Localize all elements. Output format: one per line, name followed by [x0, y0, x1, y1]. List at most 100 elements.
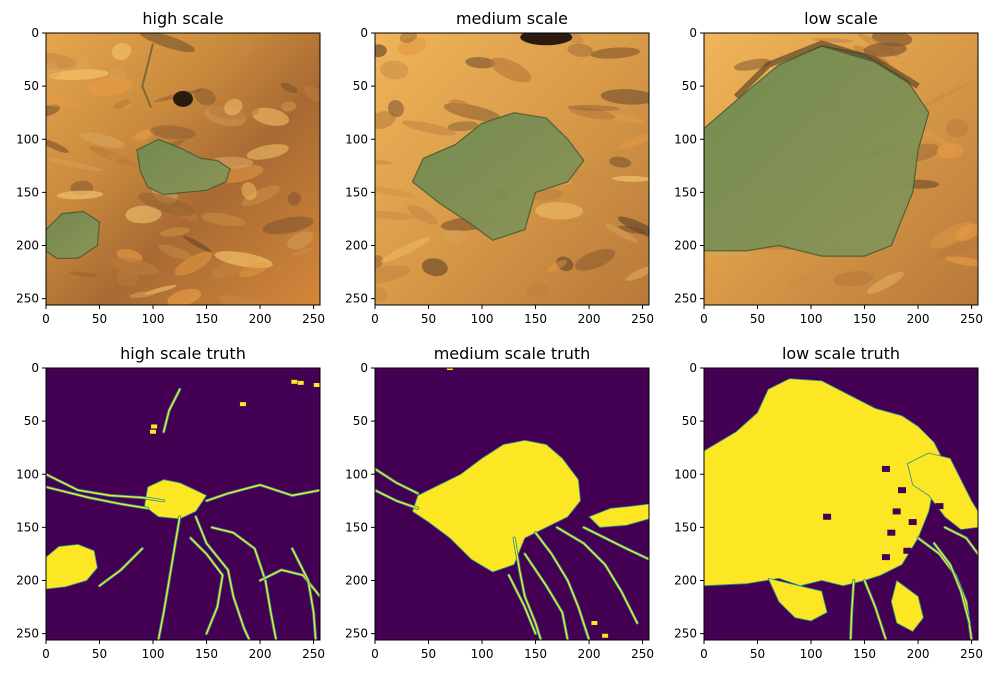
x-tick-label: 250 — [302, 312, 325, 326]
water-speck — [291, 379, 298, 384]
terrain-texture — [600, 89, 649, 105]
y-tick-label: 250 — [345, 292, 368, 306]
terrain-texture — [611, 175, 649, 182]
x-tick-label: 50 — [750, 647, 765, 661]
water-channel — [291, 547, 317, 640]
terrain-texture — [866, 271, 904, 294]
mask-hole — [892, 508, 901, 515]
terrain-texture — [936, 143, 964, 159]
terrain-texture — [955, 223, 978, 241]
x-tick-label: 0 — [371, 647, 379, 661]
subplot-image — [46, 368, 320, 640]
terrain-texture — [625, 266, 649, 281]
terrain-texture — [173, 205, 199, 222]
water-speck — [313, 383, 320, 387]
x-tick-label: 150 — [195, 647, 218, 661]
terrain-texture — [375, 265, 410, 286]
water-channel — [157, 516, 181, 640]
terrain-texture — [465, 56, 496, 69]
terrain-texture — [237, 40, 252, 57]
terrain-texture — [567, 43, 594, 57]
terrain-texture — [871, 33, 913, 47]
axes-frame — [374, 367, 650, 641]
water-mask-region — [906, 452, 978, 530]
terrain-texture — [490, 57, 532, 83]
terrain-texture — [56, 190, 104, 200]
x-tick-label: 0 — [371, 312, 379, 326]
terrain-texture — [150, 125, 196, 140]
terrain-texture — [375, 44, 387, 58]
x-tick-label: 200 — [249, 312, 272, 326]
water-mask-region — [890, 579, 924, 633]
terrain-texture — [568, 107, 615, 120]
y-tick-label: 200 — [674, 574, 697, 588]
terrain-texture — [546, 260, 568, 272]
water-channel — [534, 532, 590, 640]
y-tick-label: 0 — [360, 361, 368, 375]
terrain-texture — [281, 101, 296, 112]
terrain-texture — [443, 229, 466, 244]
x-tick-label: 50 — [750, 312, 765, 326]
terrain-texture — [116, 267, 140, 287]
water-channel — [211, 526, 277, 640]
axes-frame — [45, 367, 321, 641]
y-tick-label: 250 — [345, 627, 368, 641]
y-tick-label: 0 — [31, 26, 39, 40]
water-channel — [524, 553, 569, 640]
y-tick-label: 0 — [689, 361, 697, 375]
terrain-texture — [567, 104, 620, 112]
terrain-texture — [193, 88, 216, 106]
mask-hole — [919, 564, 928, 571]
terrain-texture — [380, 60, 409, 80]
y-tick-label: 50 — [682, 79, 697, 93]
terrain-texture — [617, 216, 649, 240]
terrain-texture — [547, 241, 567, 255]
x-tick-label: 0 — [700, 647, 708, 661]
water-channel — [944, 526, 978, 555]
water-mask-region — [767, 577, 828, 622]
terrain-texture — [262, 216, 314, 235]
water-channel — [46, 486, 149, 509]
y-tick-label: 100 — [16, 132, 39, 146]
terrain-texture — [296, 180, 320, 208]
x-tick-label: 150 — [524, 647, 547, 661]
water-channel — [189, 537, 224, 635]
water-channel — [375, 489, 419, 509]
terrain-texture — [421, 258, 448, 277]
x-tick-label: 250 — [960, 312, 983, 326]
water-channel — [556, 526, 638, 624]
terrain-texture — [375, 286, 388, 302]
terrain-texture — [280, 82, 298, 94]
x-tick-label: 150 — [195, 312, 218, 326]
y-tick-label: 250 — [674, 627, 697, 641]
terrain-texture — [531, 189, 564, 201]
x-tick-label: 200 — [907, 312, 930, 326]
x-tick-label: 100 — [800, 647, 823, 661]
subplot-image — [704, 368, 978, 640]
terrain-texture — [159, 227, 190, 237]
terrain-texture — [125, 205, 162, 224]
terrain-texture — [526, 282, 550, 297]
terrain-texture — [137, 192, 195, 216]
mask-hole — [887, 529, 896, 536]
mask-hole — [823, 513, 832, 520]
mask-hole — [881, 554, 890, 561]
y-tick-label: 0 — [360, 26, 368, 40]
y-tick-label: 200 — [674, 239, 697, 253]
y-tick-label: 100 — [345, 132, 368, 146]
water-speck — [151, 424, 158, 429]
subplot-image — [704, 33, 978, 305]
terrain-texture — [535, 202, 584, 220]
terrain-texture — [921, 83, 969, 108]
terrain-texture — [88, 77, 133, 96]
terrain-texture — [401, 120, 456, 136]
terrain-texture — [398, 37, 427, 56]
y-tick-label: 50 — [24, 79, 39, 93]
axes-frame — [703, 367, 979, 641]
x-tick-label: 100 — [471, 312, 494, 326]
terrain-texture — [139, 33, 196, 53]
x-tick-label: 50 — [92, 312, 107, 326]
